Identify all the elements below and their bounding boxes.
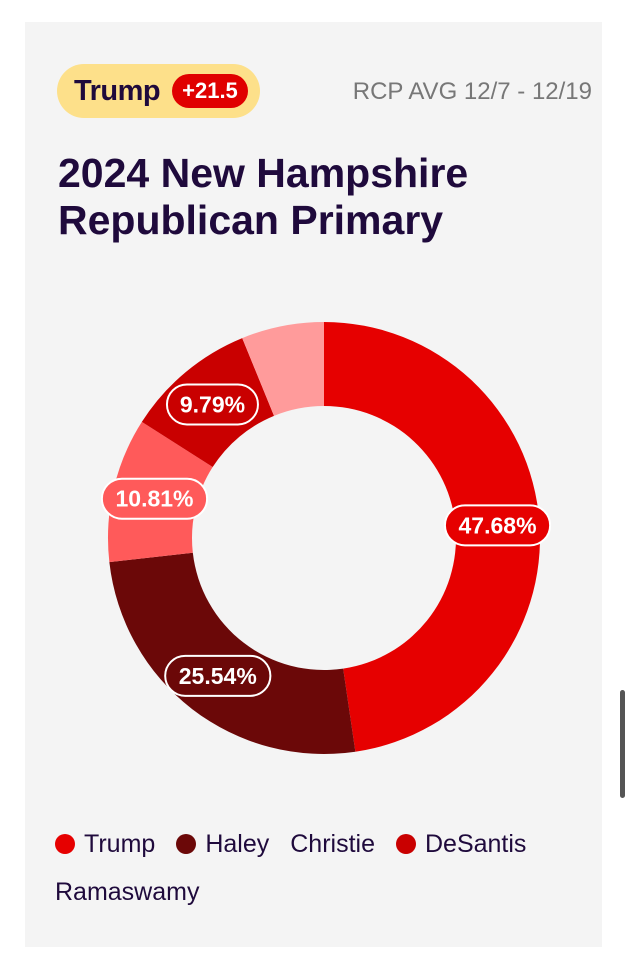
legend-dot-icon [55,834,75,854]
chart-legend: Trump Haley Christie DeSantis Ramaswamy [55,827,595,909]
data-label-desantis: 9.79% [165,383,259,426]
data-label-trump: 47.68% [443,504,552,547]
legend-item-haley[interactable]: Haley [176,827,269,861]
legend-label: Haley [205,829,270,858]
slice-haley[interactable] [109,552,356,754]
legend-item-trump[interactable]: Trump [55,827,155,861]
svg-text:47.68%: 47.68% [459,512,537,538]
legend-label: Trump [84,829,156,858]
slice-ramaswamy[interactable] [242,322,324,416]
legend-label: Christie [290,829,375,858]
lead-margin: +21.5 [172,74,248,108]
svg-text:9.79%: 9.79% [180,391,245,417]
legend-item-ramaswamy[interactable]: Ramaswamy [55,875,199,909]
slice-trump[interactable] [324,322,540,752]
legend-label: DeSantis [424,829,527,858]
legend-item-desantis[interactable]: DeSantis [395,827,527,861]
poll-card: Trump +21.5 RCP AVG 12/7 - 12/19 2024 Ne… [25,22,602,947]
donut-chart: 47.68% 25.54% 10.81% 9.79% [100,322,552,754]
leader-badge: Trump +21.5 [57,64,260,118]
legend-dot-icon [176,834,197,854]
legend-label: Ramaswamy [55,877,200,906]
chart-title: 2024 New Hampshire Republican Primary [58,150,469,243]
scrollbar[interactable] [620,690,625,798]
legend-dot-icon [395,834,416,854]
legend-item-christie[interactable]: Christie [290,827,375,861]
svg-text:25.54%: 25.54% [179,663,257,689]
data-label-haley: 25.54% [164,654,272,697]
leader-name: Trump [74,74,161,107]
svg-text:10.81%: 10.81% [115,486,193,512]
rcp-average-label: RCP AVG 12/7 - 12/19 [352,78,592,105]
data-label-christie: 10.81% [100,477,209,520]
